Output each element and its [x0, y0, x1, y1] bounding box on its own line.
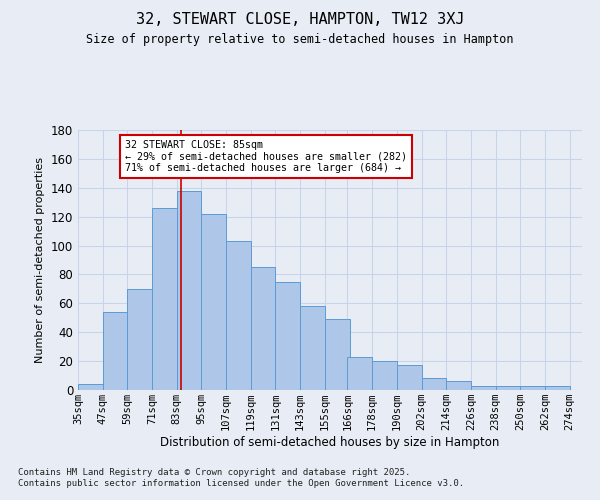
Text: Contains HM Land Registry data © Crown copyright and database right 2025.
Contai: Contains HM Land Registry data © Crown c… — [18, 468, 464, 487]
Bar — [520, 386, 545, 390]
Y-axis label: Number of semi-detached properties: Number of semi-detached properties — [35, 157, 45, 363]
Bar — [152, 208, 177, 390]
Bar — [471, 386, 496, 390]
Bar — [275, 282, 300, 390]
Bar — [325, 319, 350, 390]
Bar — [446, 382, 471, 390]
Bar — [103, 312, 127, 390]
Bar — [251, 267, 275, 390]
Bar — [177, 190, 202, 390]
Text: 32 STEWART CLOSE: 85sqm
← 29% of semi-detached houses are smaller (282)
71% of s: 32 STEWART CLOSE: 85sqm ← 29% of semi-de… — [125, 140, 407, 173]
Bar — [202, 214, 226, 390]
Bar — [127, 289, 152, 390]
Bar — [422, 378, 446, 390]
Bar — [300, 306, 325, 390]
Bar — [372, 361, 397, 390]
Bar — [78, 384, 103, 390]
Bar — [226, 241, 251, 390]
X-axis label: Distribution of semi-detached houses by size in Hampton: Distribution of semi-detached houses by … — [160, 436, 500, 449]
Bar — [397, 366, 422, 390]
Text: 32, STEWART CLOSE, HAMPTON, TW12 3XJ: 32, STEWART CLOSE, HAMPTON, TW12 3XJ — [136, 12, 464, 28]
Text: Size of property relative to semi-detached houses in Hampton: Size of property relative to semi-detach… — [86, 32, 514, 46]
Bar — [545, 386, 569, 390]
Bar — [347, 357, 372, 390]
Bar — [496, 386, 520, 390]
